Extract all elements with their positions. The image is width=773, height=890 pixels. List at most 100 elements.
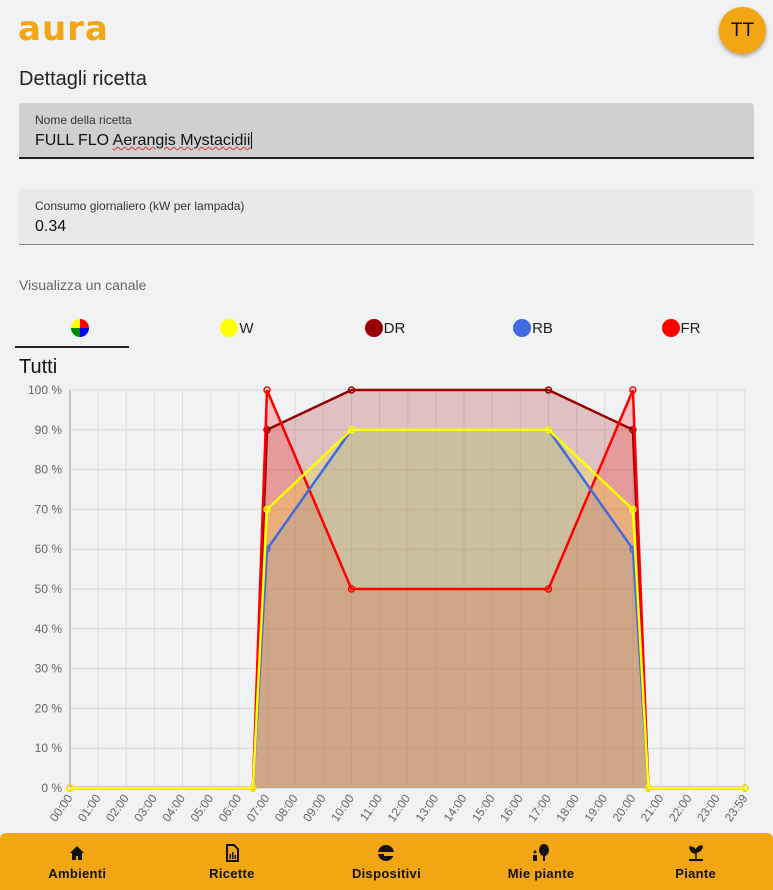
point-w — [544, 426, 553, 434]
tab-rb[interactable]: RB — [459, 308, 607, 348]
x-tick-label: 01:00 — [75, 791, 104, 824]
nav-label: Ambienti — [48, 865, 107, 881]
x-tick-label: 23:59 — [722, 791, 751, 824]
device-icon — [378, 844, 395, 861]
nav-label: Dispositivi — [351, 865, 421, 881]
line-w — [70, 428, 745, 790]
tab-w[interactable]: W — [163, 308, 311, 348]
x-tick-label: 08:00 — [272, 791, 301, 824]
user-avatar[interactable]: TT — [719, 7, 766, 54]
my-plants-icon — [533, 843, 550, 861]
y-tick-label: 80 % — [35, 463, 63, 477]
point-fr — [629, 386, 637, 394]
chart-title: Tutti — [19, 356, 58, 378]
x-tick-label: 03:00 — [131, 791, 160, 824]
x-tick-label: 05:00 — [187, 791, 216, 824]
point-w — [249, 784, 257, 792]
nav-mie-piante[interactable]: Mie piante — [464, 833, 619, 890]
recipe-name-input[interactable]: FULL FLO Aerangis Mystacidii — [35, 132, 738, 150]
recipe-name-prefix: FULL FLO — [35, 132, 113, 149]
x-tick-label: 20:00 — [610, 791, 639, 824]
nav-ricette[interactable]: Ricette — [155, 833, 310, 890]
y-tick-label: 0 % — [41, 781, 62, 795]
all-channels-icon — [71, 319, 89, 337]
x-tick-label: 18:00 — [553, 791, 582, 824]
point-w — [347, 426, 356, 434]
x-tick-label: 11:00 — [357, 791, 385, 823]
x-tick-label: 04:00 — [159, 791, 188, 824]
channel-tabs: W DR RB FR — [15, 308, 755, 348]
y-tick-label: 40 % — [35, 622, 63, 636]
point-dr — [263, 426, 271, 434]
bottom-nav: Ambienti Ricette Dispositivi Mie piante … — [0, 833, 773, 890]
tab-label: W — [239, 319, 254, 337]
x-tick-label: 12:00 — [385, 791, 414, 824]
point-dr — [544, 386, 553, 394]
x-tick-label: 19:00 — [582, 791, 611, 824]
fr-color-dot-icon — [661, 319, 680, 337]
x-tick-label: 17:00 — [525, 791, 554, 824]
y-tick-label: 60 % — [35, 542, 63, 556]
recipe-name-misspelled: Aerangis Mystacidii — [112, 132, 251, 149]
y-tick-label: 90 % — [35, 423, 63, 437]
plant-icon — [688, 844, 703, 861]
nav-piante[interactable]: Piante — [618, 833, 773, 890]
y-tick-label: 10 % — [35, 741, 63, 755]
point-dr — [629, 426, 637, 434]
point-w — [644, 784, 653, 792]
consumption-label: Consumo giornaliero (kW per lampada) — [35, 199, 245, 213]
nav-label: Mie piante — [507, 865, 575, 881]
nav-label: Piante — [675, 865, 717, 881]
y-tick-label: 20 % — [35, 701, 63, 715]
y-tick-label: 70 % — [35, 502, 63, 516]
tab-dr[interactable]: DR — [311, 308, 459, 348]
point-fr — [263, 386, 271, 394]
tab-fr[interactable]: FR — [607, 308, 755, 348]
point-w — [66, 784, 74, 792]
y-tick-label: 100 % — [28, 383, 62, 397]
x-tick-label: 00:00 — [47, 791, 76, 824]
recipe-icon — [225, 843, 239, 862]
x-tick-label: 02:00 — [103, 791, 132, 824]
dr-color-dot-icon — [364, 319, 383, 337]
tab-label: FR — [680, 319, 701, 337]
point-w — [263, 505, 271, 514]
point-dr — [347, 386, 356, 394]
area-rb — [70, 429, 745, 788]
x-tick-label: 09:00 — [300, 791, 329, 824]
y-tick-label: 50 % — [35, 582, 63, 596]
tab-label: RB — [532, 319, 553, 337]
page-title: Dettagli ricetta — [19, 68, 147, 90]
tab-all[interactable] — [15, 308, 146, 348]
x-tick-label: 16:00 — [497, 791, 526, 824]
recipe-name-label: Nome della ricetta — [35, 113, 132, 127]
x-tick-label: 15:00 — [469, 791, 498, 824]
light-recipe-chart: 0 % 10 % 20 % 30 % 40 % 50 % 60 % 70 % 80 % 90 % 1… — [28, 383, 751, 824]
point-fr — [347, 585, 356, 593]
consumption-field[interactable]: Consumo giornaliero (kW per lampada) 0.3… — [19, 189, 754, 245]
x-tick-label: 06:00 — [216, 791, 245, 824]
channel-label: Visualizza un canale — [19, 277, 147, 293]
x-tick-label: 21:00 — [638, 791, 667, 824]
nav-dispositivi[interactable]: Dispositivi — [309, 833, 464, 890]
rb-color-dot-icon — [513, 319, 532, 337]
nav-ambienti[interactable]: Ambienti — [0, 833, 155, 890]
x-tick-label: 10:00 — [328, 791, 357, 824]
x-tick-label: 22:00 — [666, 791, 695, 824]
y-tick-label: 30 % — [35, 662, 63, 676]
point-w — [741, 784, 749, 792]
tab-label: DR — [383, 319, 406, 337]
x-tick-label: 07:00 — [244, 791, 273, 824]
x-tick-label: 13:00 — [413, 791, 442, 824]
point-w — [629, 505, 637, 514]
point-fr — [544, 585, 553, 593]
consumption-input[interactable]: 0.34 — [35, 218, 67, 235]
recipe-name-field[interactable]: Nome della ricetta FULL FLO Aerangis Mys… — [19, 103, 754, 159]
w-color-dot-icon — [220, 319, 239, 337]
nav-label: Ricette — [209, 865, 255, 881]
x-tick-label: 23:00 — [694, 791, 723, 824]
x-tick-label: 14:00 — [441, 791, 470, 824]
aura-logo: aura — [18, 9, 109, 49]
home-icon — [70, 845, 85, 860]
area-w — [70, 429, 745, 788]
